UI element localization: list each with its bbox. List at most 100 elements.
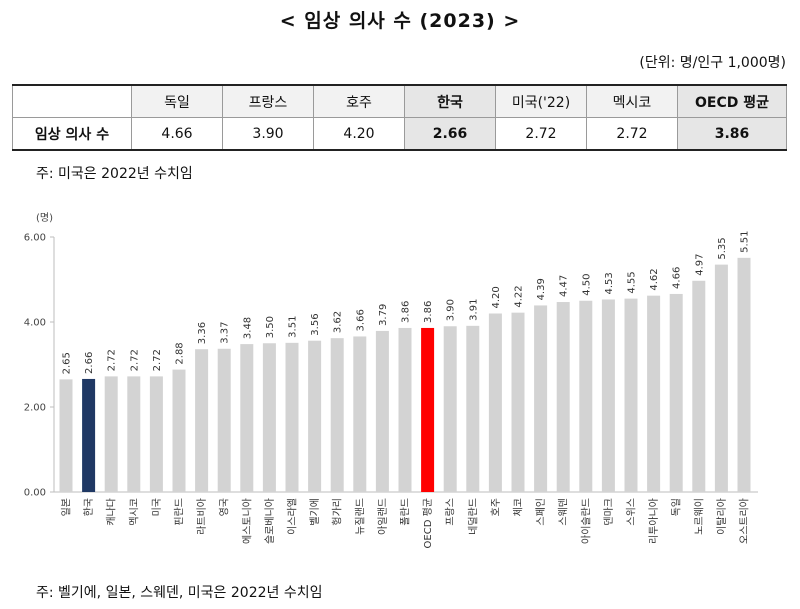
category-label: 벨기에 xyxy=(309,498,321,526)
bar-14 xyxy=(353,336,367,492)
category-label: 이탈리아 xyxy=(715,498,728,535)
summary-col-korea: 한국 xyxy=(404,84,496,118)
summary-table: 독일 프랑스 호주 한국 미국('22) 멕시코 OECD 평균 임상 의사 수… xyxy=(12,84,787,151)
summary-col-mexico: 멕시코 xyxy=(586,84,678,118)
category-label: 노르웨이 xyxy=(693,498,705,535)
category-label: 미국 xyxy=(151,498,163,516)
category-label: 오스트리아 xyxy=(739,498,751,544)
bar-24 xyxy=(579,300,593,492)
category-label: 슬로베니아 xyxy=(264,498,276,544)
bar-19 xyxy=(466,325,480,492)
note-top: 주: 미국은 2022년 수치임 xyxy=(36,166,193,182)
bar-18 xyxy=(443,326,457,492)
value-label: 2.72 xyxy=(107,349,118,371)
bar-2 xyxy=(82,378,96,492)
value-label: 2.72 xyxy=(152,349,163,371)
value-label: 5.35 xyxy=(717,237,728,259)
page-title: < 임상 의사 수 (2023) > xyxy=(279,10,521,32)
bar-11 xyxy=(285,342,299,492)
y-tick-label: 2.00 xyxy=(24,403,46,414)
category-label: 한국 xyxy=(83,498,95,516)
summary-col-france: 프랑스 xyxy=(222,84,314,118)
value-label: 3.51 xyxy=(288,316,299,338)
value-label: 2.65 xyxy=(62,352,73,374)
bar-9 xyxy=(240,344,254,492)
category-label: 폴란드 xyxy=(400,498,412,526)
bar-17 xyxy=(421,327,435,492)
bar-10 xyxy=(262,343,276,492)
bar-3 xyxy=(104,376,118,492)
category-label: OECD 평균 xyxy=(422,498,434,548)
bar-7 xyxy=(195,349,209,492)
summary-col-australia: 호주 xyxy=(313,84,405,118)
summary-col-oecd: OECD 평균 xyxy=(677,84,787,118)
bar-6 xyxy=(172,369,186,492)
y-axis-unit-label: (명) xyxy=(36,212,53,224)
bar-5 xyxy=(149,376,163,492)
category-label: 에스토니아 xyxy=(241,498,253,544)
category-label: 라트비아 xyxy=(196,498,208,535)
category-label: 아이슬란드 xyxy=(580,498,592,544)
value-label: 3.36 xyxy=(197,322,208,344)
y-tick-label: 4.00 xyxy=(24,318,46,329)
value-label: 2.88 xyxy=(175,342,186,364)
value-label: 3.62 xyxy=(333,311,344,333)
value-label: 4.97 xyxy=(694,254,705,276)
value-label: 4.47 xyxy=(559,275,570,297)
summary-col-germany: 독일 xyxy=(131,84,223,118)
value-label: 3.86 xyxy=(423,301,434,323)
y-tick-label: 6.00 xyxy=(24,233,46,244)
category-label: 체코 xyxy=(513,498,525,516)
value-label: 4.50 xyxy=(581,273,592,295)
category-label: 스위스 xyxy=(625,498,638,526)
category-label: 스페인 xyxy=(535,498,547,526)
bar-22 xyxy=(534,305,548,492)
category-label: 영국 xyxy=(219,498,231,516)
summary-header-row: 독일 프랑스 호주 한국 미국('22) 멕시코 OECD 평균 xyxy=(12,84,787,118)
category-label: 멕시코 xyxy=(128,498,140,526)
summary-value-mexico: 2.72 xyxy=(586,117,678,151)
bar-20 xyxy=(488,313,502,492)
bar-chart: (명) 0.00 2.00 4.00 6.00 2.65 일본 2.66 한국 2.72 캐나다 2.… xyxy=(24,212,758,548)
bar-26 xyxy=(624,298,638,492)
note-bottom: 주: 벨기에, 일본, 스웨덴, 미국은 2022년 수치임 xyxy=(36,585,323,601)
bar-8 xyxy=(217,348,231,492)
unit-label: (단위: 명/인구 1,000명) xyxy=(639,55,786,71)
value-label: 3.91 xyxy=(468,299,479,321)
category-label: 덴마크 xyxy=(603,498,615,526)
value-label: 3.79 xyxy=(378,304,389,326)
category-label: 이스라엘 xyxy=(286,498,299,535)
value-label: 4.22 xyxy=(514,285,525,307)
bar-4 xyxy=(127,376,141,492)
summary-value-germany: 4.66 xyxy=(131,117,223,151)
value-label: 4.39 xyxy=(536,278,547,300)
value-label: 3.90 xyxy=(446,299,457,321)
value-label: 4.55 xyxy=(627,271,638,293)
summary-value-oecd: 3.86 xyxy=(677,117,787,151)
bar-16 xyxy=(398,327,412,492)
category-label: 호주 xyxy=(490,498,502,516)
bar-15 xyxy=(375,330,389,492)
category-label: 독일 xyxy=(671,498,683,516)
summary-value-row: 임상 의사 수 4.66 3.90 4.20 2.66 2.72 2.72 3.… xyxy=(12,117,787,151)
value-label: 3.48 xyxy=(242,317,253,339)
summary-col-usa: 미국('22) xyxy=(495,84,587,118)
bar-31 xyxy=(737,257,751,492)
bar-13 xyxy=(330,338,344,492)
value-label: 3.56 xyxy=(310,313,321,335)
summary-value-korea: 2.66 xyxy=(404,117,496,151)
bar-28 xyxy=(669,293,683,492)
value-label: 3.66 xyxy=(355,309,366,331)
value-label: 5.51 xyxy=(740,231,751,253)
y-tick-label: 0.00 xyxy=(24,488,46,499)
category-label: 리투아니아 xyxy=(648,498,660,544)
value-label: 2.72 xyxy=(129,349,140,371)
bar-21 xyxy=(511,312,525,492)
bar-27 xyxy=(647,295,661,492)
bar-30 xyxy=(714,264,728,492)
summary-corner-cell xyxy=(12,84,132,118)
bar-25 xyxy=(601,299,615,492)
summary-row-label: 임상 의사 수 xyxy=(12,117,132,151)
category-label: 캐나다 xyxy=(106,498,118,526)
summary-value-australia: 4.20 xyxy=(313,117,405,151)
